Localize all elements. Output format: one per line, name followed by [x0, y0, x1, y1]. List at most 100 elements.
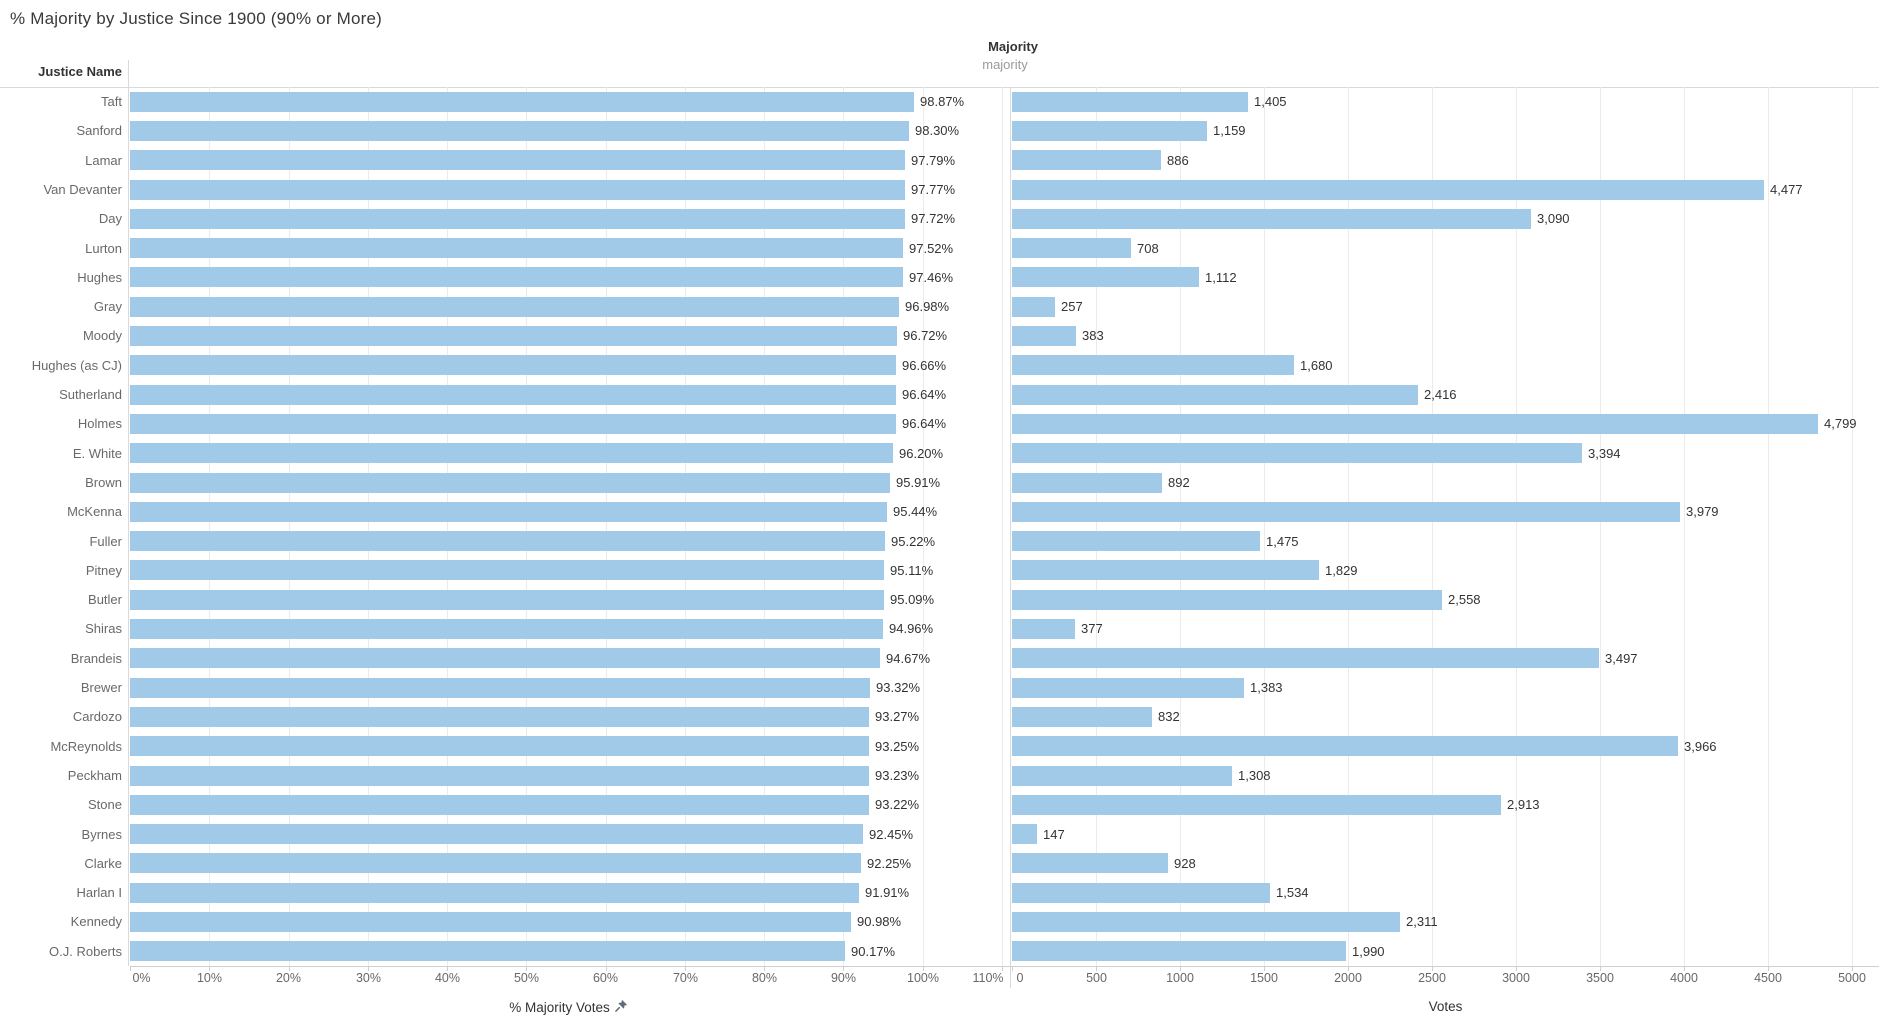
- bar-votes-holmes[interactable]: [1012, 413, 1818, 434]
- bar-pct-stone[interactable]: [130, 794, 869, 815]
- justice-name-label[interactable]: Lamar: [85, 152, 122, 168]
- bar-votes-van-devanter[interactable]: [1012, 179, 1764, 200]
- justice-name-label[interactable]: Stone: [88, 797, 122, 813]
- bar-pct-byrnes[interactable]: [130, 824, 863, 845]
- justice-name-label[interactable]: Byrnes: [81, 826, 122, 842]
- bar-votes-mcreynolds[interactable]: [1012, 736, 1678, 757]
- bar-pct-lurton[interactable]: [130, 238, 903, 259]
- row-header-justice-name[interactable]: Justice Name: [38, 64, 122, 79]
- bar-pct-taft[interactable]: [130, 91, 914, 112]
- bar-pct-brewer[interactable]: [130, 677, 870, 698]
- bar-pct-hughes[interactable]: [130, 267, 903, 288]
- bar-pct-sanford[interactable]: [130, 120, 909, 141]
- justice-name-label[interactable]: McReynolds: [50, 738, 122, 754]
- left-axis-title[interactable]: % Majority Votes: [509, 999, 628, 1015]
- bar-pct-mckenna[interactable]: [130, 501, 887, 522]
- justice-name-label[interactable]: McKenna: [67, 504, 122, 520]
- bar-pct-gray[interactable]: [130, 296, 899, 317]
- bar-votes-sanford[interactable]: [1012, 120, 1207, 141]
- bar-votes-brown[interactable]: [1012, 472, 1162, 493]
- bar-pct-o-j-roberts[interactable]: [130, 941, 845, 962]
- bar-votes-gray[interactable]: [1012, 296, 1055, 317]
- bar-votes-brandeis[interactable]: [1012, 648, 1599, 669]
- justice-name-label[interactable]: Sanford: [76, 123, 122, 139]
- bar-pct-kennedy[interactable]: [130, 912, 851, 933]
- bar-votes-peckham[interactable]: [1012, 765, 1232, 786]
- bar-pct-shiras[interactable]: [130, 619, 883, 640]
- bar-pct-hughes-as-cj-[interactable]: [130, 355, 896, 376]
- bar-pct-peckham[interactable]: [130, 765, 869, 786]
- col-subheader-majority[interactable]: majority: [982, 57, 1028, 72]
- bar-votes-e-white[interactable]: [1012, 443, 1582, 464]
- bar-votes-hughes-as-cj-[interactable]: [1012, 355, 1294, 376]
- bar-votes-cardozo[interactable]: [1012, 706, 1152, 727]
- justice-name-label[interactable]: Fuller: [89, 533, 122, 549]
- justice-name-label[interactable]: Brandeis: [70, 650, 122, 666]
- justice-name-label[interactable]: O.J. Roberts: [49, 943, 122, 959]
- justice-name-label[interactable]: Brewer: [80, 680, 122, 695]
- bar-votes-kennedy[interactable]: [1012, 912, 1400, 933]
- bar-pct-van-devanter[interactable]: [130, 179, 905, 200]
- bar-votes-brewer[interactable]: [1012, 677, 1244, 698]
- justice-name-label[interactable]: Moody: [82, 328, 122, 344]
- bar-votes-harlan-i[interactable]: [1012, 882, 1270, 903]
- bar-pct-cardozo[interactable]: [130, 706, 869, 727]
- bar-pct-pitney[interactable]: [130, 560, 884, 581]
- bar-pct-day[interactable]: [130, 208, 905, 229]
- justice-name-label[interactable]: Holmes: [77, 416, 122, 432]
- bar-votes-moody[interactable]: [1012, 326, 1076, 347]
- justice-name-label[interactable]: Harlan I: [76, 885, 122, 901]
- justice-name-label[interactable]: Clarke: [84, 855, 122, 871]
- justice-name-label[interactable]: Shiras: [85, 621, 122, 637]
- justice-name-label[interactable]: Gray: [93, 299, 122, 315]
- bar-votes-sutherland[interactable]: [1012, 384, 1418, 405]
- left-axis-title-label: % Majority Votes: [509, 999, 610, 1015]
- axis-tick-label: 4000: [1670, 971, 1698, 985]
- right-axis-title[interactable]: Votes: [1429, 999, 1463, 1014]
- bar-pct-moody[interactable]: [130, 326, 897, 347]
- bar-pct-e-white[interactable]: [130, 443, 893, 464]
- bar-votes-butler[interactable]: [1012, 589, 1442, 610]
- bar-votes-o-j-roberts[interactable]: [1012, 941, 1346, 962]
- bar-votes-lamar[interactable]: [1012, 150, 1161, 171]
- bar-votes-stone[interactable]: [1012, 794, 1501, 815]
- col-header-majority[interactable]: Majority: [988, 39, 1038, 54]
- bar-pct-sutherland[interactable]: [130, 384, 896, 405]
- bar-votes-hughes[interactable]: [1012, 267, 1199, 288]
- bar-votes-shiras[interactable]: [1012, 619, 1075, 640]
- justice-name-label[interactable]: Pitney: [85, 562, 122, 578]
- bar-pct-brandeis[interactable]: [130, 648, 880, 669]
- justice-name-label[interactable]: Taft: [101, 94, 122, 109]
- bar-pct-butler[interactable]: [130, 589, 884, 610]
- bar-pct-fuller[interactable]: [130, 531, 885, 552]
- justice-name-label[interactable]: Day: [98, 211, 122, 227]
- justice-name-label[interactable]: Butler: [88, 592, 122, 608]
- justice-name-label[interactable]: Van Devanter: [43, 181, 122, 197]
- bar-votes-taft[interactable]: [1012, 91, 1248, 112]
- bar-value-label: 95.09%: [890, 592, 935, 608]
- bar-pct-holmes[interactable]: [130, 413, 896, 434]
- justice-name-label[interactable]: Lurton: [85, 240, 122, 256]
- bar-votes-mckenna[interactable]: [1012, 501, 1680, 522]
- bar-pct-brown[interactable]: [130, 472, 890, 493]
- justice-name-label[interactable]: Hughes (as CJ): [31, 357, 122, 373]
- bar-votes-clarke[interactable]: [1012, 853, 1168, 874]
- justice-name-label[interactable]: E. White: [72, 445, 122, 461]
- bar-votes-byrnes[interactable]: [1012, 824, 1037, 845]
- justice-name-label[interactable]: Cardozo: [72, 709, 122, 725]
- bar-votes-day[interactable]: [1012, 208, 1531, 229]
- bar-pct-harlan-i[interactable]: [130, 882, 859, 903]
- names-pane-divider-line: [128, 60, 129, 966]
- bar-votes-lurton[interactable]: [1012, 238, 1131, 259]
- justice-name-label[interactable]: Kennedy: [70, 914, 122, 930]
- bar-pct-mcreynolds[interactable]: [130, 736, 869, 757]
- bar-pct-clarke[interactable]: [130, 853, 861, 874]
- bar-votes-fuller[interactable]: [1012, 531, 1260, 552]
- justice-name-label[interactable]: Peckham: [67, 767, 122, 783]
- justice-name-label[interactable]: Sutherland: [59, 387, 122, 402]
- gridline: [289, 87, 290, 966]
- bar-pct-lamar[interactable]: [130, 150, 905, 171]
- bar-votes-pitney[interactable]: [1012, 560, 1319, 581]
- justice-name-label[interactable]: Hughes: [77, 269, 122, 285]
- justice-name-label[interactable]: Brown: [85, 474, 122, 490]
